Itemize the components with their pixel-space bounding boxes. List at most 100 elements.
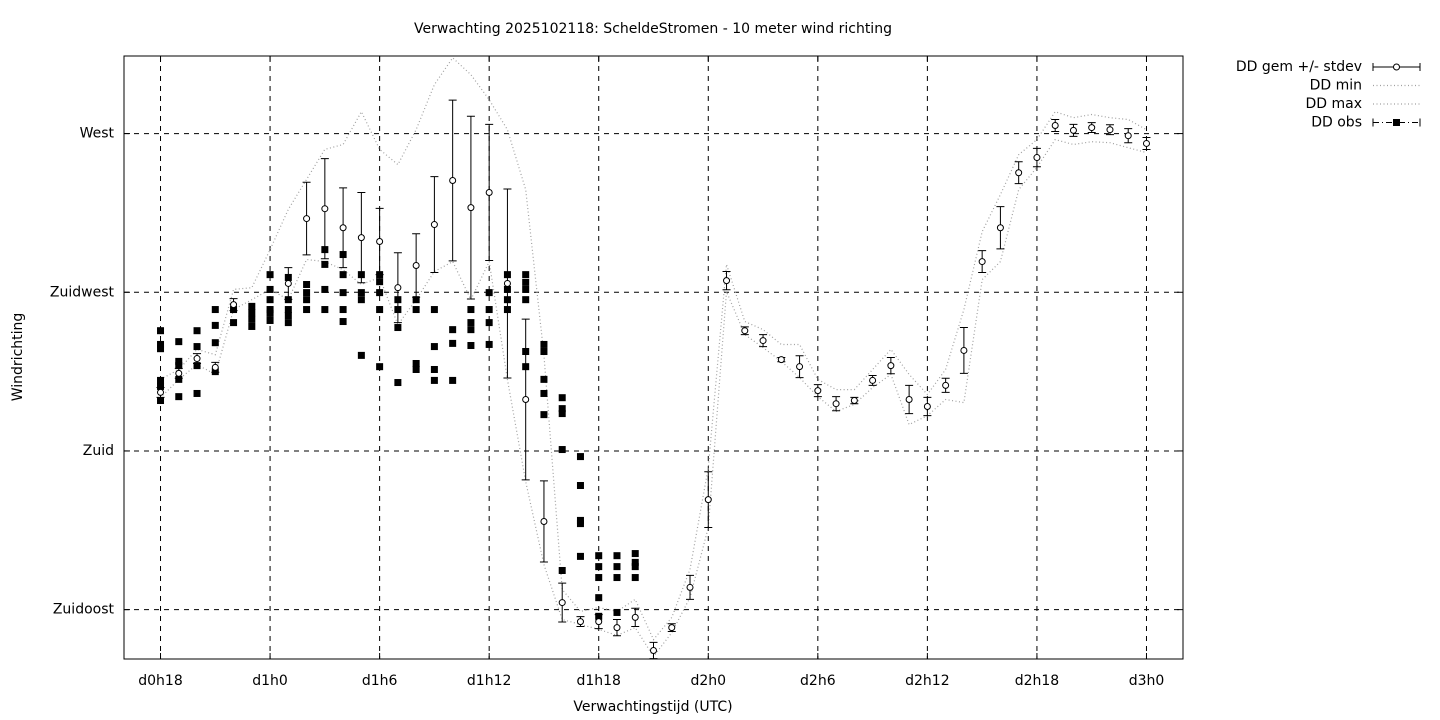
obs-point [175, 338, 183, 346]
obs-point [175, 393, 183, 401]
obs-point [284, 319, 292, 327]
obs-point [339, 318, 347, 326]
obs-point [430, 343, 438, 351]
obs-point [193, 327, 201, 335]
mean-point [339, 224, 347, 232]
obs-point [576, 453, 584, 461]
obs-point [576, 520, 584, 528]
mean-point [1088, 124, 1096, 132]
obs-point [266, 309, 274, 317]
obs-point [321, 246, 329, 254]
obs-point [467, 306, 475, 314]
x-tick-label: d2h6 [800, 673, 836, 689]
mean-point [558, 599, 566, 607]
obs-point [321, 306, 329, 314]
obs-point [430, 365, 438, 373]
mean-point [540, 517, 548, 525]
mean-point [1142, 139, 1150, 147]
y-tick-label: Zuid [83, 443, 114, 459]
mean-point [996, 224, 1004, 232]
obs-point [540, 389, 548, 397]
obs-point [230, 319, 238, 327]
mean-point [1051, 121, 1059, 129]
obs-point [503, 271, 511, 279]
obs-point [613, 552, 621, 560]
obs-point [284, 312, 292, 320]
mean-point [942, 381, 950, 389]
mean-point [869, 376, 877, 384]
mean-point [1124, 132, 1132, 140]
obs-point [157, 345, 165, 353]
obs-point [211, 368, 219, 376]
mean-point [576, 618, 584, 626]
obs-point [412, 359, 420, 367]
obs-point [394, 379, 402, 387]
mean-point [321, 205, 329, 213]
obs-point [339, 306, 347, 314]
obs-point [467, 342, 475, 350]
obs-point [303, 296, 311, 304]
mean-point [631, 613, 639, 621]
obs-point [558, 405, 566, 413]
obs-point [248, 302, 256, 310]
mean-point [759, 337, 767, 345]
obs-point [631, 574, 639, 582]
mean-point [613, 624, 621, 632]
mean-point [777, 356, 785, 364]
obs-point [376, 271, 384, 279]
obs-point [595, 552, 603, 560]
obs-point [357, 289, 365, 297]
mean-point [850, 397, 858, 405]
obs-point [467, 326, 475, 334]
obs-point [266, 296, 274, 304]
obs-point [248, 315, 256, 323]
obs-point [284, 296, 292, 304]
mean-point [796, 363, 804, 371]
obs-point [321, 260, 329, 268]
obs-point [576, 552, 584, 560]
mean-point [193, 355, 201, 363]
mean-point [923, 403, 931, 411]
mean-point [832, 400, 840, 408]
obs-point [193, 389, 201, 397]
mean-point [1106, 126, 1114, 134]
obs-point [449, 339, 457, 347]
obs-point [193, 343, 201, 351]
mean-point [157, 388, 165, 396]
obs-point [211, 321, 219, 329]
mean-point [1015, 169, 1023, 177]
legend-label: DD obs [1311, 115, 1362, 131]
obs-point [175, 375, 183, 383]
y-tick-label: Zuidoost [53, 602, 115, 618]
obs-point [595, 594, 603, 602]
obs-point [540, 411, 548, 419]
obs-point [503, 285, 511, 293]
obs-point [576, 482, 584, 490]
obs-point [394, 306, 402, 314]
obs-point [376, 363, 384, 371]
obs-point [522, 285, 530, 293]
chart-title: Verwachting 2025102118: ScheldeStromen -… [414, 21, 892, 37]
obs-point [339, 289, 347, 297]
obs-point [376, 289, 384, 297]
obs-point [467, 319, 475, 327]
obs-point [430, 306, 438, 314]
obs-point [157, 382, 165, 390]
x-tick-label: d1h6 [362, 673, 398, 689]
obs-point [522, 296, 530, 304]
obs-point [503, 306, 511, 314]
obs-point [357, 351, 365, 359]
obs-point [613, 574, 621, 582]
mean-point [357, 234, 365, 242]
obs-point [248, 309, 256, 317]
mean-point [668, 624, 676, 632]
mean-point [905, 395, 913, 403]
mean-point [430, 221, 438, 229]
mean-point [211, 363, 219, 371]
y-tick-label: Zuidwest [50, 284, 115, 300]
mean-point [686, 583, 694, 591]
obs-point [558, 394, 566, 402]
obs-point [412, 306, 420, 314]
mean-point [1033, 154, 1041, 162]
